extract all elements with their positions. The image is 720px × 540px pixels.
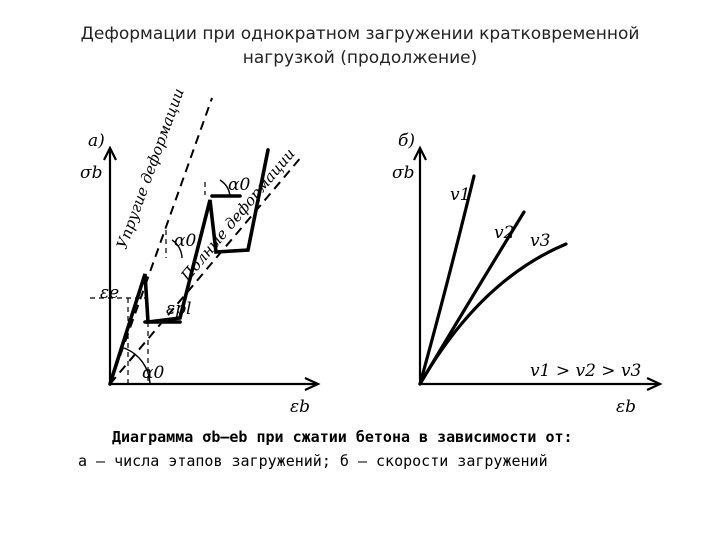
eps-e-label: εe (100, 283, 119, 303)
alpha-arc-2 (219, 179, 231, 197)
curve-v1 (418, 174, 476, 386)
v1-label: v1 (450, 185, 470, 205)
panel-a-x-arrow (304, 377, 321, 391)
alpha-label-1: α0 (174, 231, 196, 251)
panel-a-y-axis-label: σb (80, 163, 103, 183)
panel-a-x-axis-label: εb (290, 397, 310, 417)
v2-label: v2 (494, 223, 514, 243)
v3-label: v3 (530, 231, 550, 251)
panel-b-y-axis-label: σb (392, 163, 415, 183)
curve-v3 (418, 242, 568, 386)
title-line-1: Деформации при однократном загружении кр… (80, 24, 640, 44)
panel-b-y-arrow (413, 145, 427, 161)
alpha-arc-origin (123, 347, 151, 385)
panel-a: а) σb εb α0 α0 α0 εe εpl Упругие деф (80, 86, 321, 417)
slide-title: Деформации при однократном загружении кр… (0, 22, 720, 70)
panel-a-label: а) (88, 131, 105, 151)
panel-b-x-arrow (646, 377, 663, 391)
panel-a-y-arrow (103, 145, 117, 161)
eps-pl-label: εpl (166, 299, 191, 319)
alpha-arc-1 (171, 239, 183, 259)
total-deformation-line (109, 155, 303, 385)
elastic-line-label: Упругие деформации (113, 86, 188, 252)
alpha-label-2: α0 (228, 175, 250, 195)
panel-b-label: б) (398, 131, 415, 151)
panel-b-x-axis-label: εb (616, 397, 636, 417)
panel-b: б) σb εb v1 v2 v3 v1 > v2 > v3 (392, 131, 663, 417)
title-line-2: нагрузкой (продолжение) (242, 48, 478, 68)
loading-path (108, 148, 270, 386)
total-line-label: Полные деформации (177, 145, 299, 286)
caption-line-1: Диаграмма σb—eb при сжатии бетона в зави… (112, 428, 573, 446)
caption-line-2: а — числа этапов загружений; б — скорост… (78, 452, 548, 470)
speed-relation-label: v1 > v2 > v3 (530, 361, 641, 381)
alpha-origin-label: α0 (142, 363, 164, 383)
